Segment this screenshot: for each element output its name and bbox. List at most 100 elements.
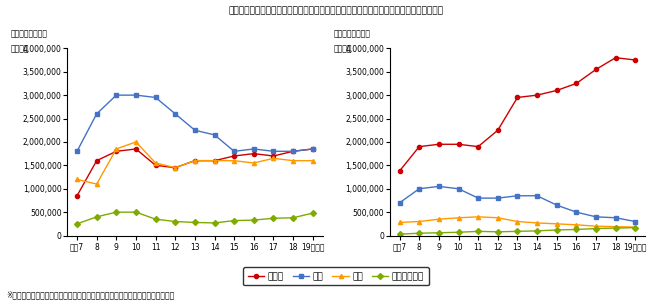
西欧 [415, 220, 423, 223]
北米 [210, 133, 218, 137]
その他の地域 [289, 216, 297, 220]
北米 [93, 112, 101, 116]
北米 [552, 203, 560, 207]
その他の地域 [533, 229, 541, 233]
アジア [289, 149, 297, 153]
北米 [573, 210, 581, 214]
西欧 [93, 182, 101, 186]
西欧 [73, 178, 81, 181]
北米 [112, 93, 120, 97]
アジア [152, 164, 160, 167]
西欧 [269, 156, 278, 160]
Text: （千円）: （千円） [333, 45, 352, 53]
西欧 [612, 225, 620, 229]
アジア [308, 147, 317, 151]
西欧 [592, 224, 600, 228]
Line: 西欧: 西欧 [75, 140, 314, 186]
その他の地域 [308, 211, 317, 215]
北米 [191, 128, 199, 132]
北米 [592, 215, 600, 219]
その他の地域 [435, 231, 443, 235]
北米 [533, 194, 541, 198]
アジア [171, 166, 179, 169]
アジア [592, 68, 600, 71]
西欧 [171, 166, 179, 169]
アジア [631, 58, 639, 62]
アジア [396, 169, 404, 173]
アジア [230, 154, 238, 158]
その他の地域 [112, 210, 120, 214]
アジア [132, 147, 140, 151]
西欧 [552, 222, 560, 226]
その他の地域 [513, 230, 521, 233]
北米 [396, 201, 404, 205]
北米 [132, 93, 140, 97]
北米 [73, 149, 81, 153]
アジア [494, 128, 502, 132]
アジア [454, 143, 462, 146]
北米 [308, 147, 317, 151]
その他の地域 [191, 221, 199, 224]
Text: （千円）: （千円） [11, 45, 30, 53]
Line: 北米: 北米 [398, 184, 637, 223]
西欧 [250, 161, 258, 165]
アジア [435, 143, 443, 146]
その他の地域 [152, 217, 160, 221]
Text: （地域別輸入額）: （地域別輸入額） [333, 30, 370, 39]
Text: 対北米及び西欧では一貫して輸出が輸入を上回るが、対アジアでは輸入が一貫して上回る: 対北米及び西欧では一貫して輸出が輸入を上回るが、対アジアでは輸入が一貫して上回る [228, 6, 444, 15]
その他の地域 [73, 222, 81, 226]
アジア [73, 194, 81, 198]
Legend: アジア, 北米, 西欧, その他の地域: アジア, 北米, 西欧, その他の地域 [243, 267, 429, 285]
北米 [454, 187, 462, 191]
北米 [269, 149, 278, 153]
アジア [269, 154, 278, 158]
西欧 [474, 215, 482, 219]
西欧 [289, 159, 297, 162]
西欧 [308, 159, 317, 162]
アジア [573, 82, 581, 85]
Line: その他の地域: その他の地域 [75, 210, 314, 226]
アジア [93, 159, 101, 162]
アジア [474, 145, 482, 149]
アジア [513, 96, 521, 99]
西欧 [573, 223, 581, 226]
アジア [112, 149, 120, 153]
西欧 [132, 140, 140, 144]
西欧 [494, 216, 502, 220]
Line: 西欧: 西欧 [398, 215, 637, 229]
アジア [552, 89, 560, 92]
その他の地域 [494, 230, 502, 234]
Line: その他の地域: その他の地域 [398, 226, 637, 236]
その他の地域 [552, 228, 560, 232]
北米 [513, 194, 521, 198]
北米 [250, 147, 258, 151]
北米 [474, 196, 482, 200]
その他の地域 [454, 230, 462, 234]
アジア [210, 159, 218, 162]
Line: アジア: アジア [75, 147, 314, 198]
その他の地域 [573, 228, 581, 231]
西欧 [191, 159, 199, 162]
北米 [631, 220, 639, 223]
西欧 [152, 161, 160, 165]
Line: 北米: 北米 [75, 93, 314, 153]
アジア [612, 56, 620, 59]
その他の地域 [592, 227, 600, 230]
その他の地域 [269, 217, 278, 220]
西欧 [435, 217, 443, 221]
西欧 [396, 221, 404, 224]
Line: アジア: アジア [398, 56, 637, 173]
アジア [250, 152, 258, 156]
北米 [230, 149, 238, 153]
北米 [152, 96, 160, 99]
その他の地域 [210, 221, 218, 225]
その他の地域 [93, 215, 101, 219]
その他の地域 [612, 226, 620, 230]
西欧 [112, 147, 120, 151]
西欧 [230, 159, 238, 162]
その他の地域 [230, 219, 238, 222]
北米 [612, 216, 620, 220]
その他の地域 [631, 226, 639, 230]
Text: （地域別輸出額）: （地域別輸出額） [11, 30, 48, 39]
北米 [435, 185, 443, 188]
